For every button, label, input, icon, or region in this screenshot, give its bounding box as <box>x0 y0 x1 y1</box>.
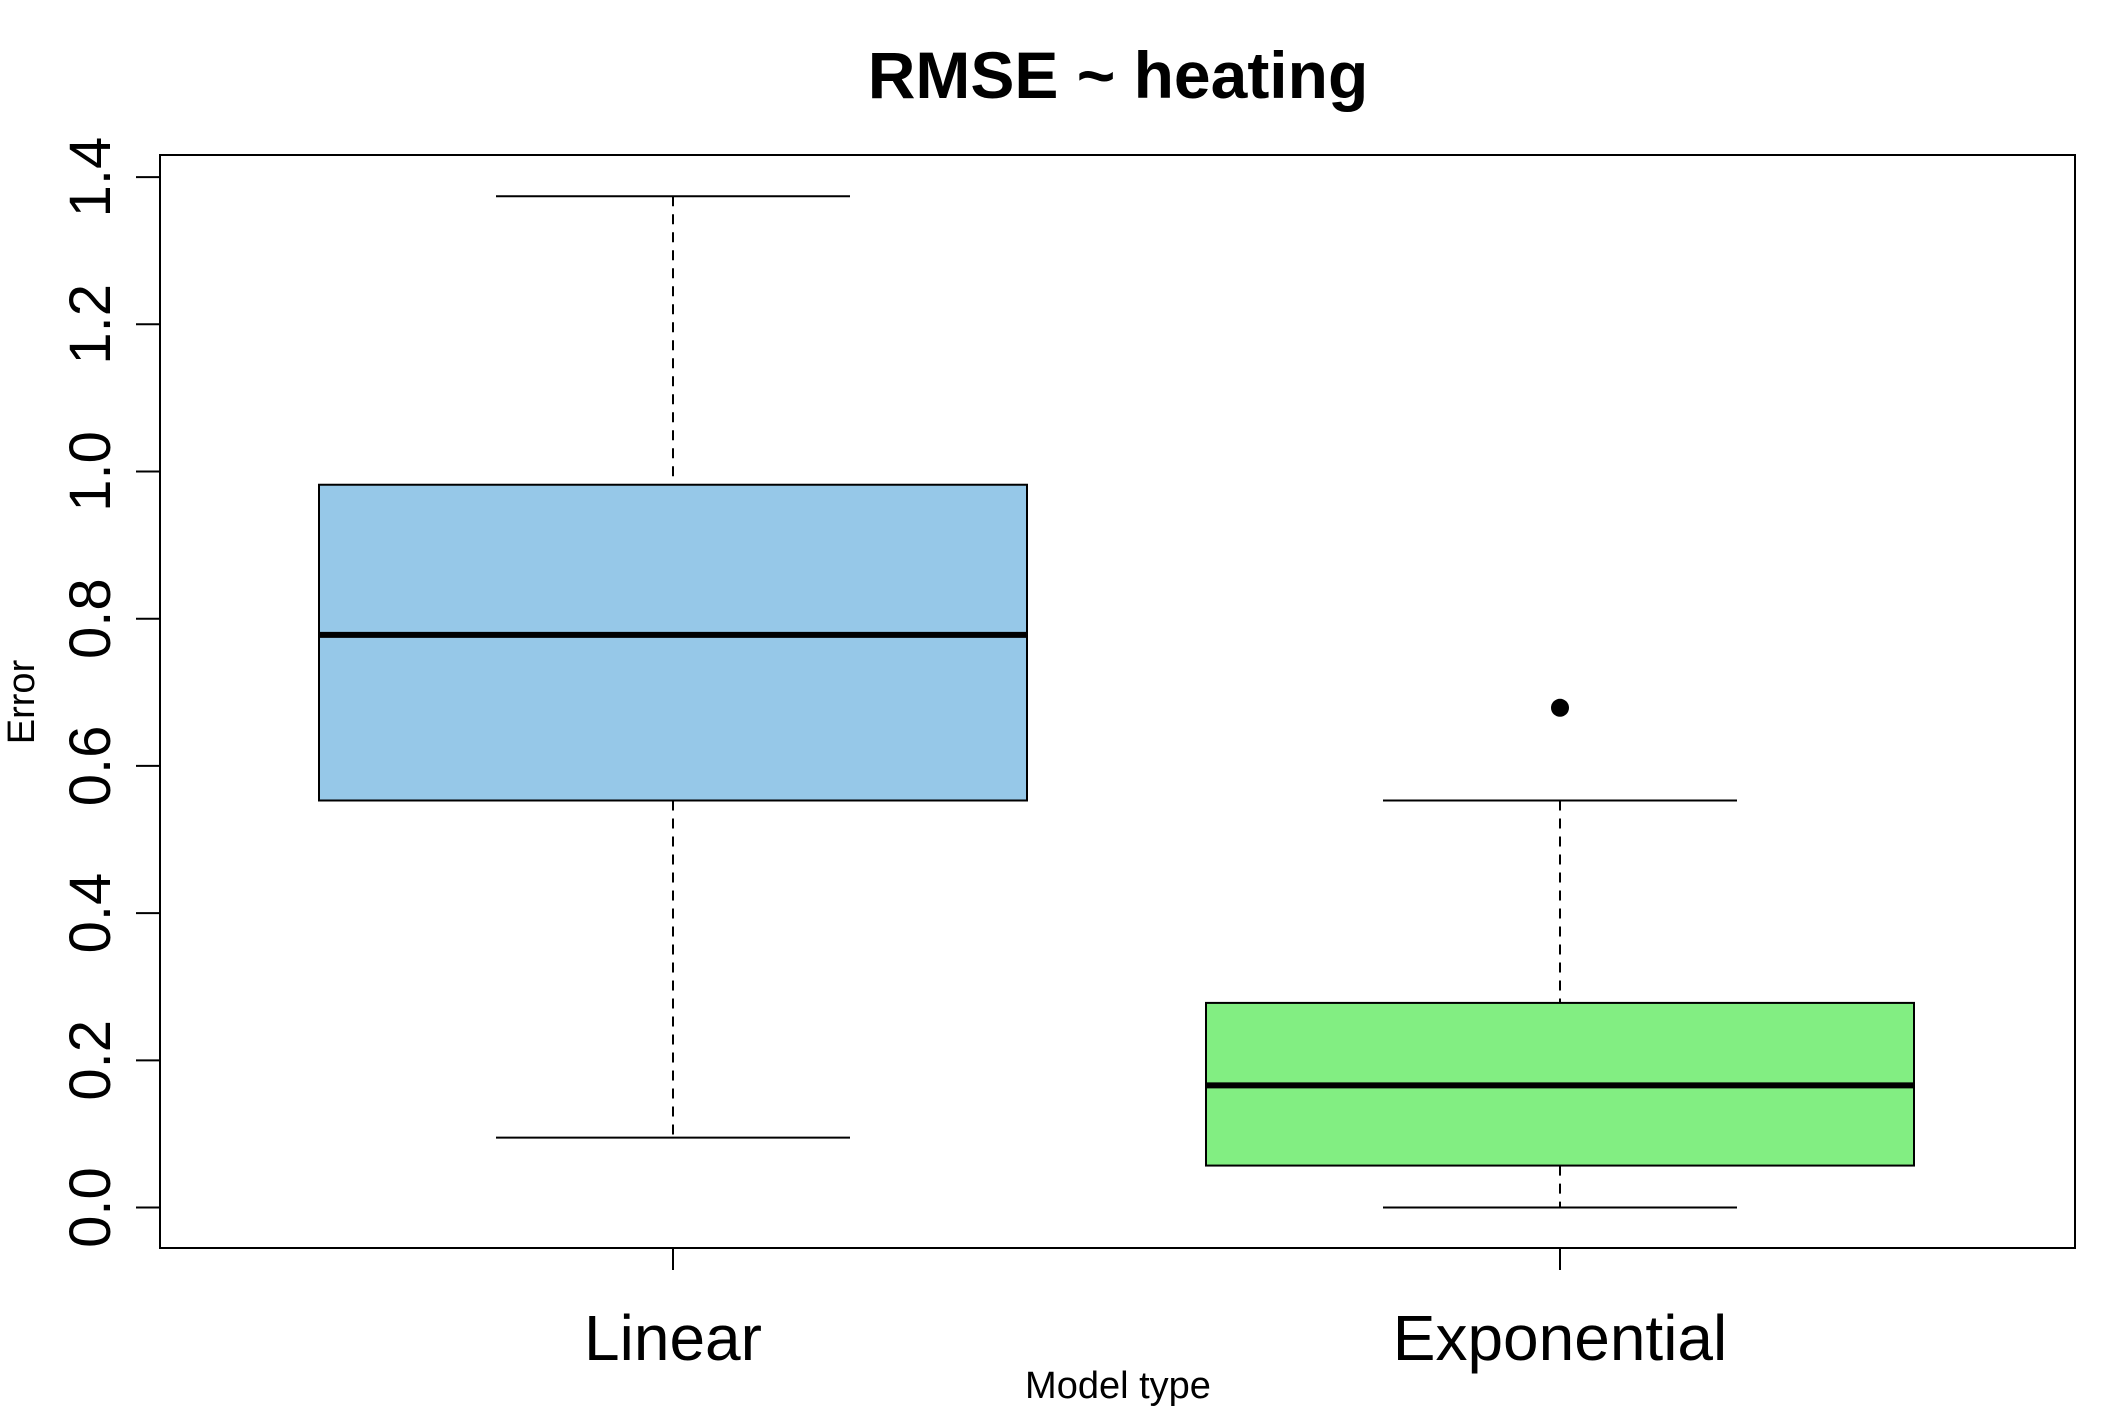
x-tick-label: Linear <box>584 1302 762 1374</box>
plot-area: 0.0 0.2 0.4 0.6 0.8 1.0 1.2 1.4 Linear Exponentia… <box>58 137 2076 1374</box>
x-tick-label: Exponential <box>1393 1302 1727 1374</box>
y-tick-label: 0.6 <box>58 726 123 807</box>
y-tick-label: 0.4 <box>58 873 123 954</box>
chart-title: RMSE ~ heating <box>868 38 1369 112</box>
y-tick-label: 0.0 <box>58 1167 123 1248</box>
y-tick-label: 0.2 <box>58 1020 123 1101</box>
y-tick-label: 1.4 <box>58 137 123 218</box>
x-axis-label: Model type <box>1025 1365 1211 1407</box>
outlier-point <box>1551 698 1569 717</box>
y-tick-label: 1.0 <box>58 431 123 512</box>
box-linear <box>318 483 1028 802</box>
y-tick-label: 1.2 <box>58 284 123 365</box>
y-axis-label: Error <box>1 659 43 744</box>
y-tick-label: 0.8 <box>58 578 123 659</box>
